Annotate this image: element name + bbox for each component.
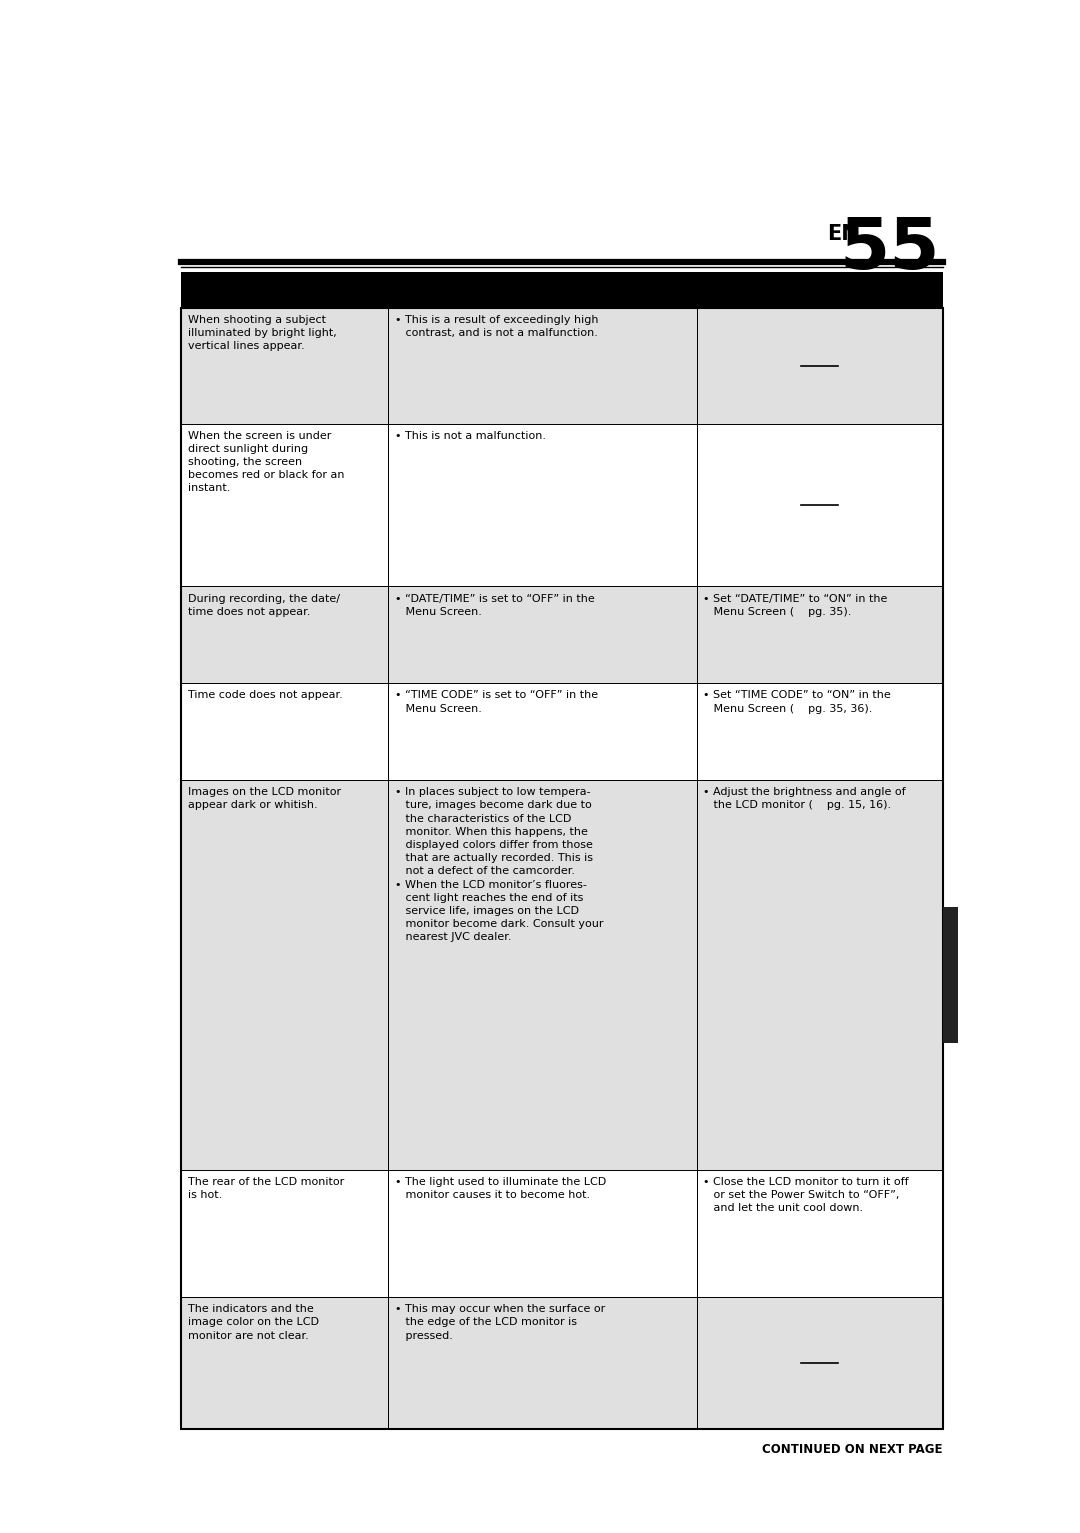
Text: • Set “TIME CODE” to “ON” in the
   Menu Screen (    pg. 35, 36).: • Set “TIME CODE” to “ON” in the Menu Sc… <box>703 690 891 713</box>
Bar <box>697 587 943 684</box>
Text: • In places subject to low tempera-
   ture, images become dark due to
   the ch: • In places subject to low tempera- ture… <box>395 786 604 943</box>
Bar <box>181 684 388 780</box>
Text: EN: EN <box>827 224 859 244</box>
Text: 55: 55 <box>839 215 941 284</box>
Text: • Adjust the brightness and angle of
   the LCD monitor (    pg. 15, 16).: • Adjust the brightness and angle of the… <box>703 786 906 811</box>
Text: The rear of the LCD monitor
is hot.: The rear of the LCD monitor is hot. <box>188 1177 345 1200</box>
Text: • The light used to illuminate the LCD
   monitor causes it to become hot.: • The light used to illuminate the LCD m… <box>395 1177 606 1200</box>
Bar <box>181 273 943 308</box>
Bar <box>697 780 943 1170</box>
Text: • Set “DATE/TIME” to “ON” in the
   Menu Screen (    pg. 35).: • Set “DATE/TIME” to “ON” in the Menu Sc… <box>703 593 888 616</box>
Bar <box>181 423 388 587</box>
Text: • Close the LCD monitor to turn it off
   or set the Power Switch to “OFF”,
   a: • Close the LCD monitor to turn it off o… <box>703 1177 909 1213</box>
Text: The indicators and the
image color on the LCD
monitor are not clear.: The indicators and the image color on th… <box>188 1305 319 1340</box>
Text: • This is a result of exceedingly high
   contrast, and is not a malfunction.: • This is a result of exceedingly high c… <box>395 314 598 339</box>
Bar <box>388 587 697 684</box>
Bar <box>697 1297 943 1429</box>
Text: • “DATE/TIME” is set to “OFF” in the
   Menu Screen.: • “DATE/TIME” is set to “OFF” in the Men… <box>395 593 595 616</box>
Bar <box>181 308 388 423</box>
Bar <box>697 423 943 587</box>
Bar <box>943 906 958 1042</box>
Bar <box>388 1297 697 1429</box>
Text: • This may occur when the surface or
   the edge of the LCD monitor is
   presse: • This may occur when the surface or the… <box>395 1305 605 1340</box>
Bar <box>181 1297 388 1429</box>
Text: During recording, the date/
time does not appear.: During recording, the date/ time does no… <box>188 593 340 616</box>
Text: Time code does not appear.: Time code does not appear. <box>188 690 342 701</box>
Text: CONTINUED ON NEXT PAGE: CONTINUED ON NEXT PAGE <box>762 1444 943 1456</box>
Bar <box>388 423 697 587</box>
Bar <box>697 308 943 423</box>
Bar <box>181 780 388 1170</box>
Bar <box>388 1170 697 1297</box>
Text: Images on the LCD monitor
appear dark or whitish.: Images on the LCD monitor appear dark or… <box>188 786 341 811</box>
Bar <box>181 1170 388 1297</box>
Bar <box>181 587 388 684</box>
Text: When the screen is under
direct sunlight during
shooting, the screen
becomes red: When the screen is under direct sunlight… <box>188 431 345 494</box>
Bar <box>388 308 697 423</box>
Bar <box>388 684 697 780</box>
Bar <box>388 780 697 1170</box>
Text: • “TIME CODE” is set to “OFF” in the
   Menu Screen.: • “TIME CODE” is set to “OFF” in the Men… <box>395 690 598 713</box>
Text: • This is not a malfunction.: • This is not a malfunction. <box>395 431 545 440</box>
Bar <box>697 1170 943 1297</box>
Bar <box>697 684 943 780</box>
Text: When shooting a subject
illuminated by bright light,
vertical lines appear.: When shooting a subject illuminated by b… <box>188 314 337 351</box>
